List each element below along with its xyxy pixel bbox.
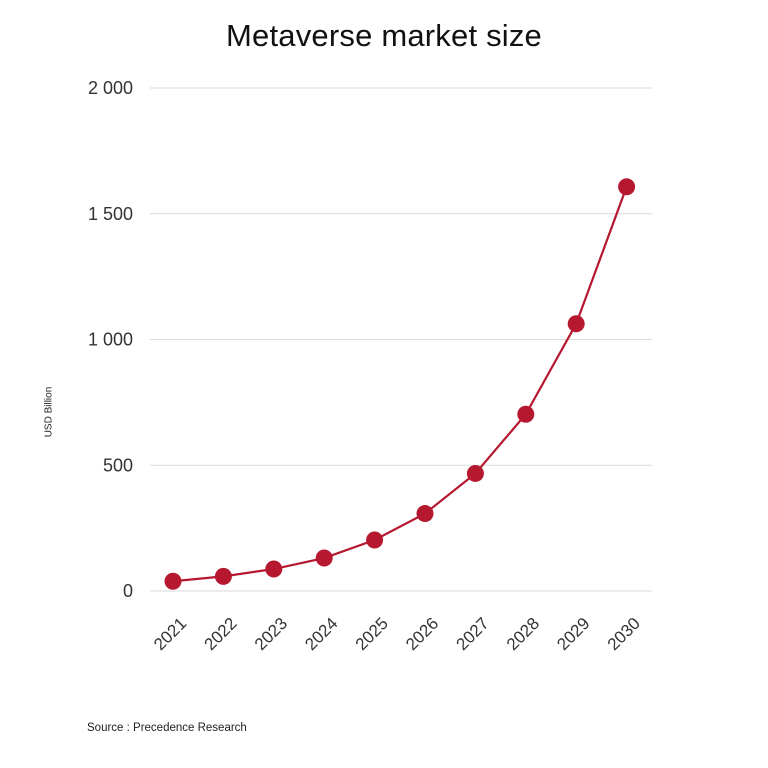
series-line xyxy=(172,186,628,583)
data-points xyxy=(164,178,636,590)
x-tick-labels: 2021 2022 2023 2024 2025 2026 2027 2028 2029 2030 xyxy=(150,614,644,654)
x-tick-label: 2030 xyxy=(604,614,644,654)
y-tick-label: 1 500 xyxy=(88,204,133,224)
x-tick-label: 2028 xyxy=(503,614,543,654)
y-tick-label: 2 000 xyxy=(88,78,133,98)
y-tick-label: 1 000 xyxy=(88,330,133,350)
x-tick-label: 2022 xyxy=(201,614,241,654)
x-tick-label: 2021 xyxy=(150,614,190,654)
data-point-2023 xyxy=(265,560,283,578)
x-tick-label: 2024 xyxy=(301,614,341,654)
data-point-2029 xyxy=(567,315,585,333)
y-tick-label: 500 xyxy=(103,455,133,475)
data-point-2026 xyxy=(416,505,434,523)
x-tick-label: 2025 xyxy=(352,614,392,654)
data-point-2025 xyxy=(366,531,384,549)
x-tick-label: 2026 xyxy=(402,614,442,654)
data-point-2028 xyxy=(517,405,535,423)
data-point-2021 xyxy=(164,572,182,590)
y-tick-labels: 0 500 1 000 1 500 2 000 xyxy=(88,78,133,601)
data-point-2022 xyxy=(214,567,232,585)
x-tick-label: 2023 xyxy=(251,614,291,654)
source-note: Source : Precedence Research xyxy=(87,722,247,734)
data-point-2030 xyxy=(618,178,636,196)
x-tick-label: 2027 xyxy=(453,614,493,654)
x-tick-label: 2029 xyxy=(553,614,593,654)
gridlines xyxy=(150,87,652,592)
y-tick-label: 0 xyxy=(123,581,133,601)
data-point-2024 xyxy=(315,549,333,567)
data-point-2027 xyxy=(466,464,484,482)
chart-title: Metaverse market size xyxy=(225,18,543,53)
